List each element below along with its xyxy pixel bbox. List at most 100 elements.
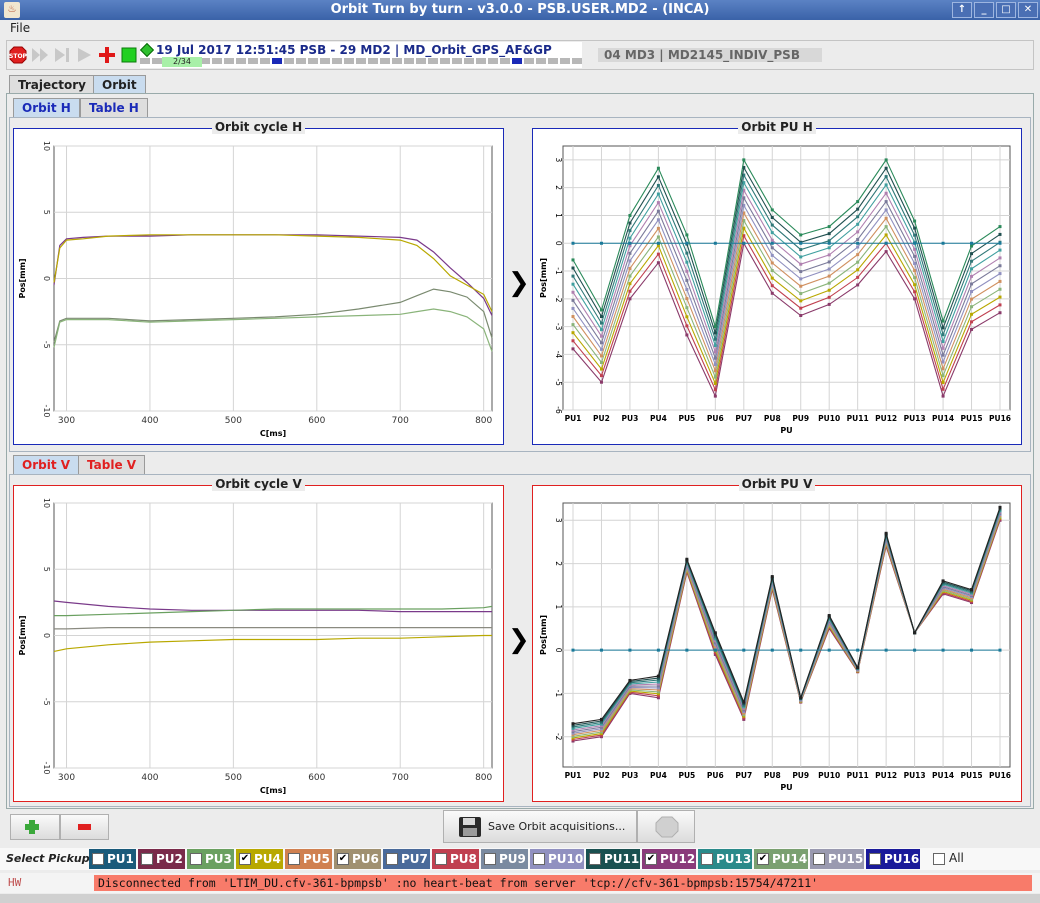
- data-point: [713, 356, 717, 360]
- data-point: [656, 209, 660, 213]
- pickup-pu10[interactable]: PU10: [530, 849, 584, 869]
- data-point: [656, 686, 660, 690]
- all-checkbox[interactable]: [933, 853, 945, 865]
- play-icon[interactable]: [75, 46, 93, 64]
- window-minimize-button[interactable]: _: [974, 2, 994, 18]
- zoom-out-button[interactable]: [60, 814, 109, 840]
- window-close-button[interactable]: ✕: [1018, 2, 1038, 18]
- orbit-pu-h-chart[interactable]: PU1 PU2 PU3 PU4 PU5 PU6 PU7 PU8 PU9 PU10 PU11 PU12 P…: [533, 129, 1021, 444]
- data-point: [856, 222, 860, 226]
- menu-file[interactable]: File: [10, 21, 31, 35]
- fast-forward-icon[interactable]: [31, 46, 49, 64]
- pickup-checkbox[interactable]: [288, 853, 300, 865]
- x-tick-label: PU16: [989, 771, 1011, 780]
- reference-point: [799, 241, 803, 245]
- pickup-checkbox[interactable]: [589, 853, 601, 865]
- reference-point: [884, 648, 888, 652]
- cycle-timestamp: 19 Jul 2017 12:51:45 PSB - 29 MD2 | MD_O…: [156, 43, 552, 57]
- save-orbit-button[interactable]: Save Orbit acquisitions...: [443, 810, 637, 843]
- data-point: [685, 315, 689, 319]
- series-line: [572, 203, 1001, 367]
- data-point: [913, 219, 917, 223]
- data-point: [685, 278, 689, 282]
- pickup-checkbox[interactable]: ✔: [757, 853, 769, 865]
- data-point: [884, 183, 888, 187]
- pickup-checkbox[interactable]: [92, 853, 104, 865]
- pickup-checkbox[interactable]: [533, 853, 545, 865]
- window-up-icon[interactable]: ↑: [952, 2, 972, 18]
- pickup-pu8[interactable]: PU8: [432, 849, 479, 869]
- data-point: [599, 728, 603, 732]
- series-line: [572, 173, 1001, 340]
- pickup-pu16[interactable]: PU16: [866, 849, 920, 869]
- tab-table-v[interactable]: Table V: [78, 455, 146, 474]
- data-point: [656, 166, 660, 170]
- data-point: [941, 346, 945, 350]
- pickup-pu1[interactable]: PU1: [89, 849, 136, 869]
- reference-point: [913, 241, 917, 245]
- menubar: File: [0, 20, 1040, 38]
- add-icon[interactable]: [98, 46, 116, 64]
- data-point: [799, 248, 803, 252]
- tab-table-h[interactable]: Table H: [80, 98, 148, 117]
- green-square-icon[interactable]: [120, 46, 138, 64]
- tab-orbit[interactable]: Orbit: [93, 75, 146, 94]
- step-forward-icon[interactable]: [53, 46, 71, 64]
- data-point: [656, 682, 660, 686]
- stop-icon[interactable]: STOP: [9, 46, 27, 64]
- data-point: [656, 696, 660, 700]
- data-point: [913, 276, 917, 280]
- y-tick-label: 0: [554, 241, 563, 246]
- pickup-pu15[interactable]: PU15: [810, 849, 864, 869]
- window-maximize-button[interactable]: □: [996, 2, 1016, 18]
- pickup-checkbox[interactable]: [701, 853, 713, 865]
- pickup-pu7[interactable]: PU7: [383, 849, 430, 869]
- pickup-pu12[interactable]: ✔ PU12: [642, 849, 696, 869]
- pickup-checkbox[interactable]: [435, 853, 447, 865]
- reference-point: [998, 648, 1002, 652]
- pickup-checkbox[interactable]: [190, 853, 202, 865]
- pickup-checkbox[interactable]: ✔: [645, 853, 657, 865]
- data-point: [941, 387, 945, 391]
- reference-point: [827, 241, 831, 245]
- pickup-pu5[interactable]: PU5: [285, 849, 332, 869]
- orbit-cycle-v-chart[interactable]: 300 400 500 600 700 800 -10 -5 0 5 10 C[ms] Pos[mm]: [14, 486, 503, 801]
- pickup-pu6[interactable]: ✔ PU6: [334, 849, 381, 869]
- data-point: [571, 730, 575, 734]
- pickup-checkbox[interactable]: ✔: [337, 853, 349, 865]
- pickup-checkbox[interactable]: [484, 853, 496, 865]
- tab-orbit-h[interactable]: Orbit H: [13, 98, 80, 117]
- data-point: [998, 303, 1002, 307]
- data-point: [599, 735, 603, 739]
- pickup-pu4[interactable]: ✔ PU4: [236, 849, 283, 869]
- orbit-cycle-h-chart[interactable]: 300 400 500 600 700 800 -10 -5 0 5 10 C[ms] Pos[mm]: [14, 129, 503, 444]
- pickup-pu11[interactable]: PU11: [586, 849, 640, 869]
- y-tick-label: 10: [42, 141, 51, 151]
- tab-trajectory[interactable]: Trajectory: [9, 75, 95, 94]
- data-point: [713, 631, 717, 635]
- data-point: [856, 230, 860, 234]
- data-point: [599, 347, 603, 351]
- zoom-in-button[interactable]: [10, 814, 60, 840]
- data-point: [799, 277, 803, 281]
- pickup-checkbox[interactable]: [813, 853, 825, 865]
- stop-hand-button[interactable]: [637, 810, 695, 843]
- tab-orbit-v[interactable]: Orbit V: [13, 455, 80, 474]
- data-point: [685, 333, 689, 337]
- pickup-pu3[interactable]: PU3: [187, 849, 234, 869]
- pickup-checkbox[interactable]: ✔: [239, 853, 251, 865]
- pickup-pu2[interactable]: PU2: [138, 849, 185, 869]
- pickup-pu9[interactable]: PU9: [481, 849, 528, 869]
- pickup-checkbox[interactable]: [141, 853, 153, 865]
- data-point: [599, 361, 603, 365]
- pickup-checkbox[interactable]: [386, 853, 398, 865]
- pickup-pu14[interactable]: ✔ PU14: [754, 849, 808, 869]
- pickup-label: PU10: [548, 852, 584, 866]
- data-point: [571, 266, 575, 270]
- data-point: [799, 233, 803, 237]
- data-point: [628, 213, 632, 217]
- pickup-pu13[interactable]: PU13: [698, 849, 752, 869]
- data-point: [941, 360, 945, 364]
- pickup-checkbox[interactable]: [869, 853, 881, 865]
- orbit-pu-v-chart[interactable]: PU1 PU2 PU3 PU4 PU5 PU6 PU7 PU8 PU9 PU10 PU11 PU12 P…: [533, 486, 1021, 801]
